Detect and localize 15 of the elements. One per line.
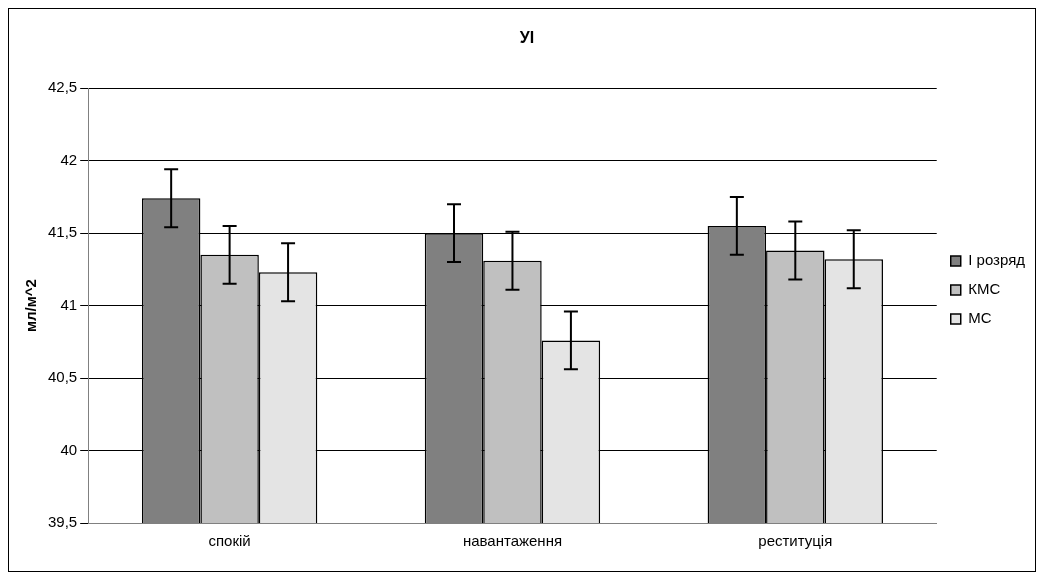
x-tick-label: реституція [758,532,833,550]
y-tick-label: 39,5 [47,513,78,531]
x-tick-label: навантаження [462,532,563,550]
legend-label: МС [968,309,992,327]
y-tick-label: 41,5 [47,223,78,241]
y-tick-label: 40,5 [47,368,78,386]
y-tick-label: 40 [60,440,78,458]
y-tick-label: 42 [60,150,78,168]
legend-label: КМС [968,280,1001,298]
legend-label: І розряд [968,251,1026,269]
y-axis-title: мл/м^2 [22,279,40,333]
y-tick-label: 41 [60,295,78,313]
x-tick-label: спокій [208,532,251,550]
y-tick-label: 42,5 [47,78,78,96]
chart-title: УІ [519,29,535,47]
